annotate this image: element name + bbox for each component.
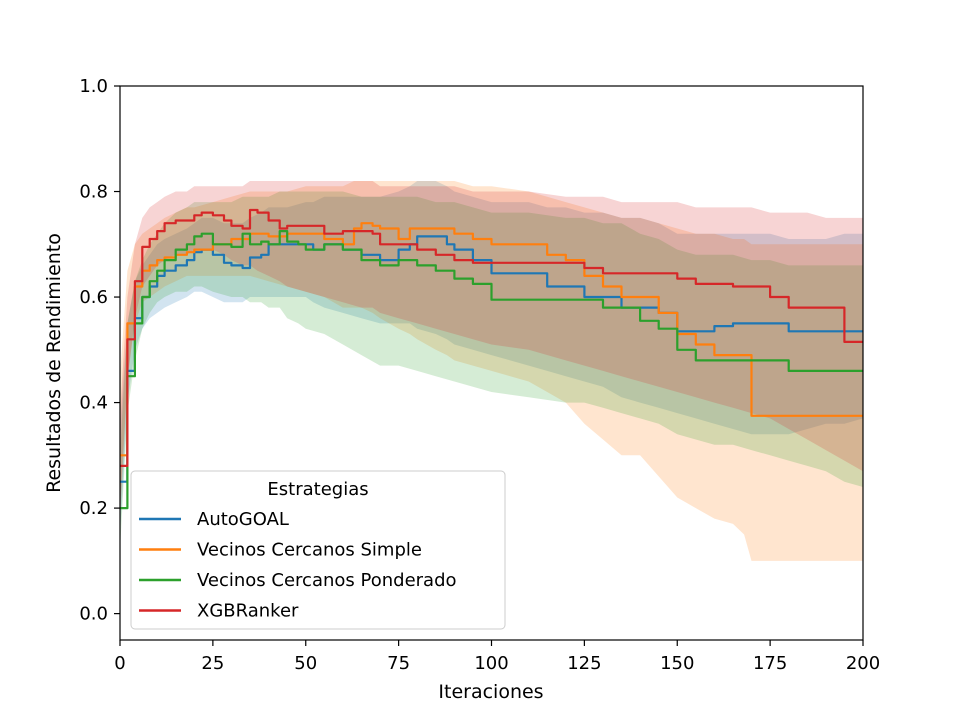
y-tick-label: 1.0 xyxy=(79,76,108,97)
band-vecinos-cercanos-ponderado xyxy=(120,191,863,551)
legend-label-autogoal: AutoGOAL xyxy=(197,509,289,530)
y-tick-label: 0.2 xyxy=(79,498,108,519)
x-tick-label: 100 xyxy=(474,653,508,674)
x-axis-ticks: 0 25 50 75 100 125 150 175 200 xyxy=(114,640,880,674)
legend-box xyxy=(130,470,506,630)
legend-items: AutoGOAL Vecinos Cercanos Simple Vecinos C… xyxy=(139,509,457,622)
x-tick-label: 125 xyxy=(567,653,601,674)
y-tick-label: 0.0 xyxy=(79,604,108,625)
band-xgbranker xyxy=(120,181,863,519)
x-tick-label: 175 xyxy=(753,653,787,674)
legend-label-vecinos-cercanos-simple: Vecinos Cercanos Simple xyxy=(197,540,422,561)
series-line-vecinos-cercanos-ponderado xyxy=(120,230,863,510)
legend-label-xgbranker: XGBRanker xyxy=(197,601,299,622)
legend: Estrategias AutoGOAL Vecinos Cercanos Sim… xyxy=(130,470,506,630)
x-tick-label: 150 xyxy=(660,653,694,674)
y-tick-label: 0.6 xyxy=(79,287,108,308)
x-tick-label: 75 xyxy=(387,653,410,674)
series-lines xyxy=(120,208,863,510)
legend-title: Estrategias xyxy=(267,479,368,500)
y-tick-label: 0.8 xyxy=(79,182,108,203)
y-axis-ticks: 0.0 0.2 0.4 0.6 0.8 1.0 xyxy=(79,76,120,625)
legend-label-vecinos-cercanos-ponderado: Vecinos Cercanos Ponderado xyxy=(197,570,457,591)
band-autogoal xyxy=(120,181,863,535)
x-tick-label: 0 xyxy=(114,653,125,674)
x-tick-label: 200 xyxy=(846,653,880,674)
y-tick-label: 0.4 xyxy=(79,393,108,414)
series-line-xgbranker xyxy=(120,208,863,467)
y-axis-label: Resultados de Rendimiento xyxy=(43,233,65,493)
x-tick-label: 25 xyxy=(201,653,224,674)
x-axis-label: Iteraciones xyxy=(438,681,543,703)
x-tick-label: 50 xyxy=(294,653,317,674)
